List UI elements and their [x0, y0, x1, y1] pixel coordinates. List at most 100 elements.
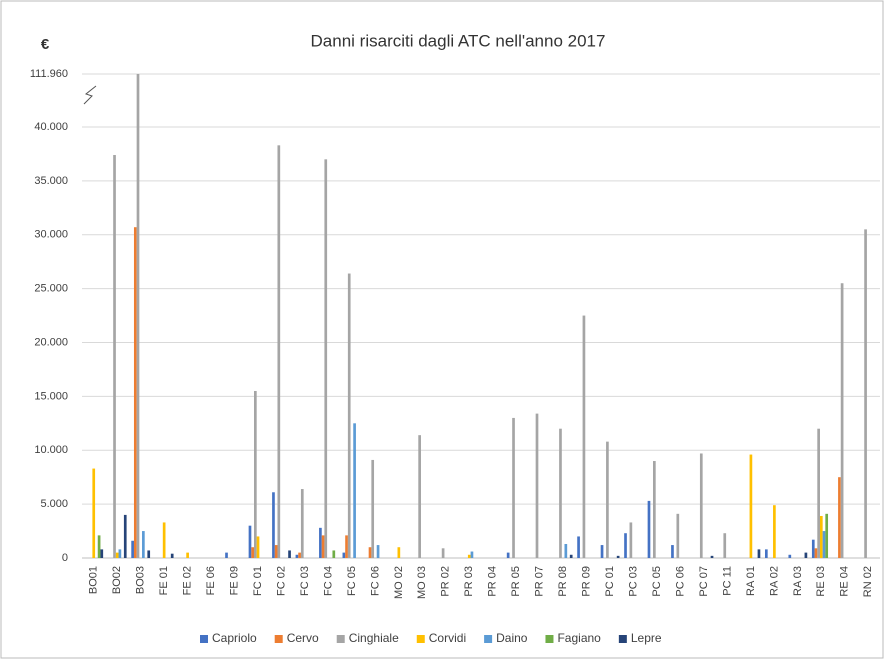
x-tick-label: FC 02: [275, 566, 287, 596]
y-tick-label: 15.000: [34, 390, 68, 402]
bar: [582, 315, 586, 558]
y-tick-label: 5.000: [40, 498, 68, 510]
x-tick-label: FC 05: [346, 566, 358, 596]
bar: [347, 273, 351, 558]
y-tick-label: 35.000: [34, 175, 68, 187]
bar: [142, 531, 145, 558]
legend-swatch: [200, 635, 208, 643]
bar: [251, 547, 255, 558]
x-tick-label: PR 08: [557, 566, 569, 597]
x-tick-label: PR 07: [534, 566, 546, 597]
bar: [506, 552, 510, 558]
bar: [467, 554, 471, 558]
y-tick-label: 111.960: [30, 68, 68, 80]
bar: [397, 547, 401, 558]
x-tick-label: PC 03: [627, 566, 639, 597]
bar: [804, 552, 808, 558]
x-tick-label: RA 03: [792, 566, 804, 596]
bar: [342, 552, 346, 558]
bar: [186, 552, 189, 558]
x-tick-label: FE 06: [205, 566, 217, 595]
x-tick-label: RA 02: [768, 566, 780, 596]
bar: [788, 554, 792, 558]
x-tick-label: RA 01: [745, 566, 757, 596]
bar: [274, 545, 278, 558]
bar: [371, 459, 375, 558]
bar: [811, 539, 815, 558]
bar: [254, 390, 257, 558]
y-axis-label: €: [41, 36, 50, 53]
bar: [699, 453, 703, 558]
bar: [295, 554, 299, 558]
bar: [569, 554, 573, 558]
bar: [248, 525, 252, 558]
bar: [133, 227, 137, 558]
x-tick-label: PC 07: [698, 566, 710, 597]
x-tick-label: FC 06: [369, 566, 381, 596]
bar: [840, 283, 844, 558]
bar: [170, 553, 174, 558]
x-tick-label: FC 01: [252, 566, 264, 596]
bar: [764, 549, 768, 558]
legend-label: Fagiano: [557, 631, 601, 645]
bar: [324, 159, 328, 558]
y-tick-label: 20.000: [34, 336, 68, 348]
y-tick-label: 0: [62, 552, 68, 564]
bar: [822, 531, 826, 558]
x-tick-label: RE 04: [839, 566, 851, 597]
bar: [606, 441, 609, 558]
legend-label: Corvidi: [429, 631, 466, 645]
x-tick-label: FE 01: [158, 566, 170, 595]
bar: [864, 229, 867, 559]
bar: [288, 550, 291, 558]
bar: [277, 145, 281, 558]
bar: [749, 454, 753, 558]
bar: [723, 533, 727, 558]
y-tick-label: 30.000: [34, 229, 68, 241]
bar: [115, 552, 119, 558]
bar: [624, 533, 627, 558]
bar: [676, 513, 680, 558]
bar: [298, 552, 301, 558]
bar: [97, 535, 101, 558]
bar: [710, 555, 714, 558]
bar: [577, 536, 580, 558]
bar: [418, 435, 421, 558]
x-tick-label: RE 03: [815, 566, 827, 597]
x-tick-label: BO01: [88, 566, 100, 594]
x-tick-label: BO02: [111, 566, 123, 594]
x-tick-label: PR 04: [487, 566, 499, 597]
bar: [321, 535, 325, 558]
bar: [653, 461, 656, 558]
legend-label: Capriolo: [212, 631, 257, 645]
x-tick-label: PC 11: [721, 566, 733, 596]
bar: [559, 428, 562, 558]
bar: [368, 547, 372, 558]
bar: [319, 527, 322, 558]
bar: [616, 555, 620, 558]
bar: [92, 468, 96, 558]
bar: [773, 505, 776, 558]
bar: [131, 540, 134, 558]
x-tick-label: MO 02: [393, 566, 405, 599]
x-tick-label: PR 03: [463, 566, 475, 597]
x-tick-label: PR 02: [440, 566, 452, 597]
bar: [757, 549, 761, 558]
legend-label: Cervo: [287, 631, 319, 645]
bar: [535, 413, 539, 558]
x-tick-label: BO03: [135, 566, 147, 594]
bar: [647, 500, 651, 558]
bar: [376, 545, 380, 558]
legend-swatch: [545, 635, 554, 643]
bar: [100, 549, 104, 558]
legend-swatch: [416, 635, 425, 643]
y-tick-label: 10.000: [34, 444, 68, 456]
x-tick-label: FC 03: [299, 566, 311, 596]
legend-swatch: [618, 635, 627, 643]
axis-break: [83, 85, 97, 105]
bar: [136, 74, 140, 558]
x-tick-label: MO 03: [416, 566, 428, 599]
x-tick-label: PC 05: [651, 566, 663, 597]
